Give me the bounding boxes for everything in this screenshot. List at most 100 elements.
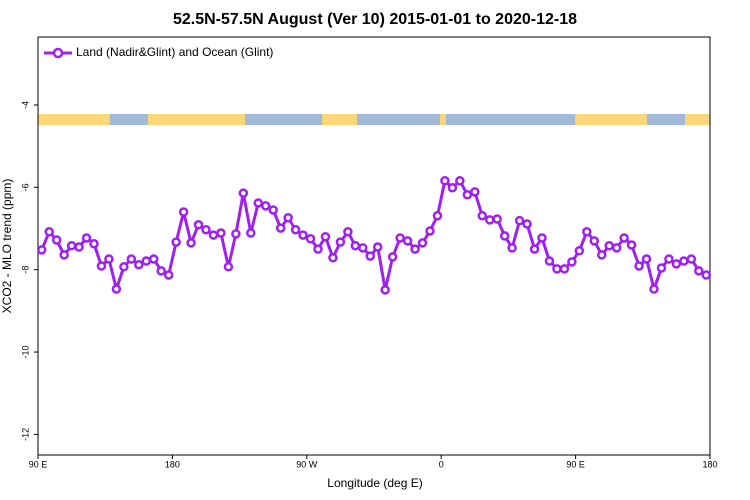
- data-point: [253, 198, 264, 208]
- data-point: [223, 262, 234, 272]
- data-point: [402, 236, 413, 246]
- data-point: [328, 252, 338, 263]
- data-point: [201, 224, 211, 235]
- data-point: [522, 219, 532, 229]
- legend-marker: [52, 47, 64, 59]
- legend-label: Land (Nadir&Glint) and Ocean (Glint): [76, 45, 273, 59]
- data-point: [268, 205, 278, 215]
- data-point: [44, 227, 54, 237]
- data-point: [484, 215, 495, 225]
- data-point: [671, 259, 682, 269]
- data-point: [313, 244, 323, 254]
- data-point: [275, 223, 286, 233]
- data-point: [178, 207, 189, 217]
- data-point: [537, 233, 547, 243]
- data-point: [634, 261, 644, 271]
- data-point: [335, 237, 346, 247]
- data-point: [492, 214, 502, 224]
- data-point: [81, 233, 92, 243]
- map-ocean: [38, 114, 710, 125]
- data-point: [656, 263, 667, 273]
- data-point: [626, 240, 637, 250]
- data-point: [380, 285, 390, 295]
- data-point: [641, 254, 652, 264]
- map-land: [148, 114, 245, 125]
- data-point: [574, 245, 585, 256]
- data-point: [320, 231, 331, 242]
- x-tick-label: 90 E: [566, 459, 585, 469]
- data-point: [664, 254, 674, 264]
- data-point: [455, 175, 465, 186]
- data-point: [432, 210, 443, 221]
- data-point: [365, 251, 376, 261]
- data-point: [126, 254, 137, 264]
- data-point: [447, 182, 458, 193]
- data-point: [619, 233, 629, 243]
- data-point: [119, 262, 129, 272]
- x-tick-label: 180: [702, 459, 717, 469]
- data-point: [582, 227, 592, 237]
- data-point: [552, 264, 562, 274]
- data-point: [208, 230, 219, 240]
- data-point: [350, 241, 361, 251]
- data-point: [171, 237, 181, 247]
- map-strip: [38, 114, 710, 125]
- data-point: [66, 241, 77, 251]
- data-point: [246, 228, 256, 238]
- map-land: [38, 114, 110, 125]
- data-point: [298, 230, 308, 240]
- data-point: [89, 238, 99, 249]
- map-land: [440, 114, 446, 125]
- data-point: [679, 256, 689, 266]
- data-point: [694, 266, 704, 276]
- data-point: [238, 188, 249, 198]
- data-point: [701, 270, 712, 280]
- data-point: [186, 238, 196, 248]
- x-tick-label: 90 W: [296, 459, 318, 469]
- data-point: [529, 244, 540, 254]
- data-point: [604, 241, 614, 251]
- data-point: [283, 213, 293, 223]
- data-point: [596, 250, 607, 260]
- data-point: [104, 254, 114, 264]
- y-axis-title: XCO2 - MLO trend (ppm): [0, 179, 14, 314]
- data-point: [477, 210, 488, 221]
- data-point: [514, 215, 525, 226]
- data-point: [163, 270, 174, 280]
- data-point: [96, 261, 107, 271]
- data-point: [417, 238, 428, 248]
- data-point: [231, 229, 241, 239]
- data-point: [589, 236, 600, 246]
- x-tick-label: 90 E: [29, 459, 48, 469]
- data-point: [507, 243, 517, 253]
- data-point: [156, 266, 166, 276]
- y-tick-label: -4: [20, 101, 30, 109]
- data-point: [358, 243, 368, 253]
- map-land: [575, 114, 647, 125]
- data-point: [410, 244, 420, 254]
- data-point: [499, 231, 510, 241]
- y-tick-label: -10: [20, 346, 30, 359]
- data-point: [387, 252, 398, 262]
- data-point: [440, 175, 450, 186]
- data-point: [260, 201, 271, 211]
- y-tick-label: -6: [20, 183, 30, 191]
- data-point: [544, 256, 555, 266]
- data-point: [51, 235, 62, 245]
- data-point: [649, 284, 659, 294]
- map-land: [685, 114, 710, 125]
- map-land: [322, 114, 357, 125]
- data-point: [305, 234, 316, 244]
- data-point: [372, 242, 383, 252]
- y-tick-label: -8: [20, 266, 30, 274]
- data-line: [40, 179, 707, 292]
- data-point: [134, 259, 144, 270]
- data-point: [193, 220, 204, 230]
- data-point: [425, 226, 435, 236]
- chart-title: 52.5N-57.5N August (Ver 10) 2015-01-01 t…: [173, 11, 577, 28]
- data-point: [290, 224, 301, 235]
- data-point: [462, 189, 473, 200]
- data-point: [141, 256, 152, 266]
- y-tick-label: -12: [20, 428, 30, 441]
